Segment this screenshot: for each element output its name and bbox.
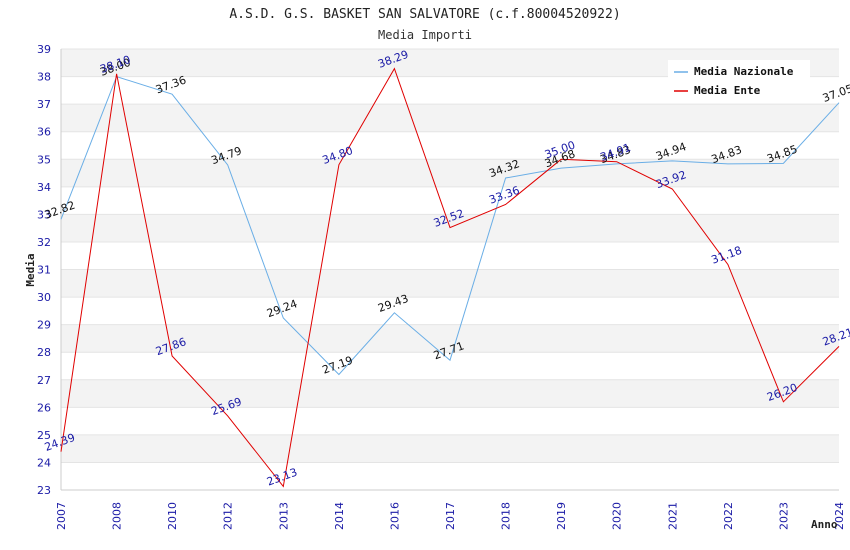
- x-tick-label: 2018: [500, 502, 513, 530]
- grid-band: [61, 131, 839, 160]
- y-tick-label: 26: [37, 401, 51, 414]
- x-tick-label: 2016: [388, 502, 401, 530]
- series-line-media-nazionale: [60, 75, 840, 376]
- legend: Media Nazionale Media Ente: [668, 60, 810, 102]
- y-axis-ticks: 23 24 25 26 27 28 29 30 31 32 33 34 35 36 37 38 39: [37, 43, 51, 497]
- y-tick-label: 35: [37, 153, 51, 166]
- grid-band: [61, 269, 839, 298]
- chart-title: A.S.D. G.S. BASKET SAN SALVATORE (c.f.80…: [229, 7, 620, 22]
- x-tick-label: 2023: [777, 502, 790, 530]
- y-tick-label: 33: [37, 208, 51, 221]
- y-tick-label: 36: [37, 126, 51, 139]
- y-tick-label: 28: [37, 346, 51, 359]
- y-axis-label: Media: [24, 253, 37, 286]
- y-tick-label: 23: [37, 484, 51, 497]
- legend-label-media-nazionale: Media Nazionale: [694, 65, 794, 78]
- series-lines: [60, 67, 840, 488]
- grid-band: [61, 186, 839, 215]
- x-axis-ticks: 2007 2008 2010 2012 2013 2014 2016 2017 2018 2019…: [55, 502, 846, 530]
- y-tick-label: 24: [37, 456, 51, 469]
- grid-band: [61, 379, 839, 408]
- y-tick-label: 32: [37, 236, 51, 249]
- grid-band: [61, 104, 839, 132]
- x-tick-label: 2017: [444, 502, 457, 530]
- y-tick-label: 34: [37, 181, 51, 194]
- y-tick-label: 30: [37, 291, 51, 304]
- grid-band: [61, 434, 839, 463]
- y-tick-label: 27: [37, 374, 51, 387]
- x-tick-label: 2014: [333, 502, 346, 530]
- chart-subtitle: Media Importi: [378, 28, 472, 42]
- grid-band: [61, 241, 839, 270]
- legend-box: [668, 60, 810, 102]
- x-tick-label: 2024: [833, 502, 846, 530]
- y-tick-label: 37: [37, 98, 51, 111]
- grid-band: [61, 462, 839, 490]
- x-tick-label: 2007: [55, 502, 68, 530]
- y-tick-label: 31: [37, 264, 51, 277]
- x-tick-label: 2021: [666, 502, 679, 530]
- x-tick-label: 2008: [111, 502, 124, 530]
- y-tick-label: 25: [37, 429, 51, 442]
- y-tick-label: 39: [37, 43, 51, 56]
- grid-band: [61, 407, 839, 435]
- x-tick-label: 2010: [166, 502, 179, 530]
- x-tick-label: 2020: [611, 502, 624, 530]
- y-tick-label: 38: [37, 71, 51, 84]
- grid-band: [61, 159, 839, 187]
- y-tick-label: 29: [37, 319, 51, 332]
- grid-band: [61, 297, 839, 325]
- grid-band: [61, 214, 839, 242]
- x-tick-label: 2019: [555, 502, 568, 530]
- grid-band: [61, 324, 839, 353]
- plot-grid: [60, 48, 839, 491]
- x-tick-label: 2012: [222, 502, 235, 530]
- x-tick-label: 2022: [722, 502, 735, 530]
- grid-band: [61, 352, 839, 380]
- series-line-media-ente: [60, 67, 840, 488]
- legend-label-media-ente: Media Ente: [694, 84, 761, 97]
- x-axis-label: Anno: [811, 518, 838, 531]
- x-tick-label: 2013: [277, 502, 290, 530]
